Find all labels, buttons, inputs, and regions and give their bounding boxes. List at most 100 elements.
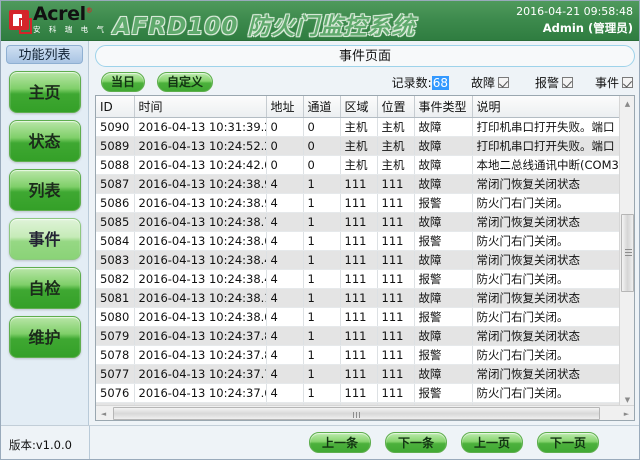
scroll-left-icon[interactable]: ◄ — [100, 409, 107, 418]
footer-divider — [89, 426, 90, 459]
column-header-position[interactable]: 位置 — [377, 96, 415, 118]
cell-id: 5085 — [96, 212, 135, 232]
next-page-button[interactable]: 下一页 — [537, 432, 599, 453]
filter-checkbox-alarm[interactable]: 报警 — [535, 74, 573, 91]
column-header-time[interactable]: 时间 — [134, 96, 267, 118]
vertical-scrollbar-thumb[interactable] — [621, 214, 634, 292]
cell-id: 5076 — [96, 383, 135, 403]
cell-channel: 1 — [303, 269, 341, 289]
scroll-down-icon[interactable]: ▼ — [624, 395, 631, 404]
cell-addr: 4 — [266, 326, 304, 346]
horizontal-scrollbar[interactable]: ◄ ► — [96, 405, 634, 420]
checkbox-event-icon[interactable] — [622, 77, 633, 88]
record-count-value: 68 — [431, 76, 449, 90]
cell-addr: 4 — [266, 231, 304, 251]
event-grid: ID 时间 地址 通道 区域 位置 事件类型 说明 5090 2016-04-13… — [95, 95, 635, 421]
cell-event-type: 故障 — [414, 136, 473, 156]
cell-channel: 1 — [303, 383, 341, 403]
scroll-up-icon[interactable]: ▲ — [624, 99, 631, 108]
cell-position: 主机 — [377, 136, 415, 156]
cell-event-type: 报警 — [414, 345, 473, 365]
cell-event-type: 报警 — [414, 231, 473, 251]
cell-description: 常闭门恢复关闭状态 — [472, 250, 620, 270]
sidebar-item-status[interactable]: 状态 — [8, 120, 81, 162]
cell-id: 5081 — [96, 288, 135, 308]
cell-event-type: 报警 — [414, 307, 473, 327]
cell-id: 5083 — [96, 250, 135, 270]
cell-description: 防火门右门关闭。 — [472, 383, 620, 403]
cell-zone: 111 — [340, 231, 378, 251]
horizontal-scrollbar-thumb[interactable] — [113, 407, 600, 420]
prev-page-button[interactable]: 上一页 — [461, 432, 523, 453]
cell-zone: 111 — [340, 193, 378, 213]
sidebar-item-maintenance[interactable]: 维护 — [8, 316, 81, 358]
next-record-button[interactable]: 下一条 — [385, 432, 447, 453]
cell-position: 111 — [377, 326, 415, 346]
cell-zone: 主机 — [340, 155, 378, 175]
filter-label-event: 事件 — [594, 76, 619, 90]
column-header-channel[interactable]: 通道 — [303, 96, 341, 118]
cell-zone: 111 — [340, 326, 378, 346]
sidebar-item-list[interactable]: 列表 — [8, 169, 81, 211]
checkbox-fault-icon[interactable] — [498, 77, 509, 88]
cell-time: 2016-04-13 10:24:38.927 — [134, 193, 267, 213]
cell-description: 防火门右门关闭。 — [472, 269, 620, 289]
cell-addr: 4 — [266, 174, 304, 194]
cell-addr: 4 — [266, 307, 304, 327]
sidebar-item-home[interactable]: 主页 — [8, 71, 81, 113]
cell-addr: 4 — [266, 383, 304, 403]
cell-id: 5080 — [96, 307, 135, 327]
cell-channel: 1 — [303, 231, 341, 251]
filter-checkbox-fault[interactable]: 故障 — [471, 74, 509, 91]
prev-record-button[interactable]: 上一条 — [309, 432, 371, 453]
cell-event-type: 故障 — [414, 326, 473, 346]
column-header-event-type[interactable]: 事件类型 — [414, 96, 473, 118]
cell-addr: 0 — [266, 136, 304, 156]
sidebar-item-event[interactable]: 事件 — [8, 218, 81, 260]
acrel-logo-text: Acrel® 安 科 瑞 电 气 — [33, 5, 107, 34]
cell-description: 常闭门恢复关闭状态 — [472, 326, 620, 346]
column-header-addr[interactable]: 地址 — [266, 96, 304, 118]
filter-checkbox-event[interactable]: 事件 — [595, 74, 633, 91]
today-button[interactable]: 当日 — [101, 72, 146, 92]
cell-position: 111 — [377, 231, 415, 251]
cell-id: 5077 — [96, 364, 135, 384]
cell-position: 111 — [377, 250, 415, 270]
header-right-info: 2016-04-21 09:58:48 Admin (管理员) — [516, 4, 633, 37]
column-header-description[interactable]: 说明 — [472, 96, 620, 118]
cell-position: 111 — [377, 212, 415, 232]
checkbox-alarm-icon[interactable] — [562, 77, 573, 88]
cell-id: 5089 — [96, 136, 135, 156]
vertical-scrollbar[interactable]: ▲ ▼ — [619, 96, 634, 407]
column-header-zone[interactable]: 区域 — [340, 96, 378, 118]
custom-range-button[interactable]: 自定义 — [157, 72, 214, 92]
sidebar-title: 功能列表 — [6, 45, 83, 64]
toolbar: 当日 自定义 记录数:68 故障 报警 事件 — [95, 71, 635, 95]
cell-position: 111 — [377, 364, 415, 384]
cell-description: 常闭门恢复关闭状态 — [472, 288, 620, 308]
scroll-right-icon[interactable]: ► — [623, 409, 630, 418]
cell-event-type: 故障 — [414, 364, 473, 384]
sidebar-item-selftest[interactable]: 自检 — [8, 267, 81, 309]
cell-id: 5086 — [96, 193, 135, 213]
cell-channel: 0 — [303, 136, 341, 156]
cell-zone: 111 — [340, 250, 378, 270]
cell-channel: 1 — [303, 307, 341, 327]
cell-id: 5082 — [96, 269, 135, 289]
column-header-id[interactable]: ID — [96, 96, 135, 118]
